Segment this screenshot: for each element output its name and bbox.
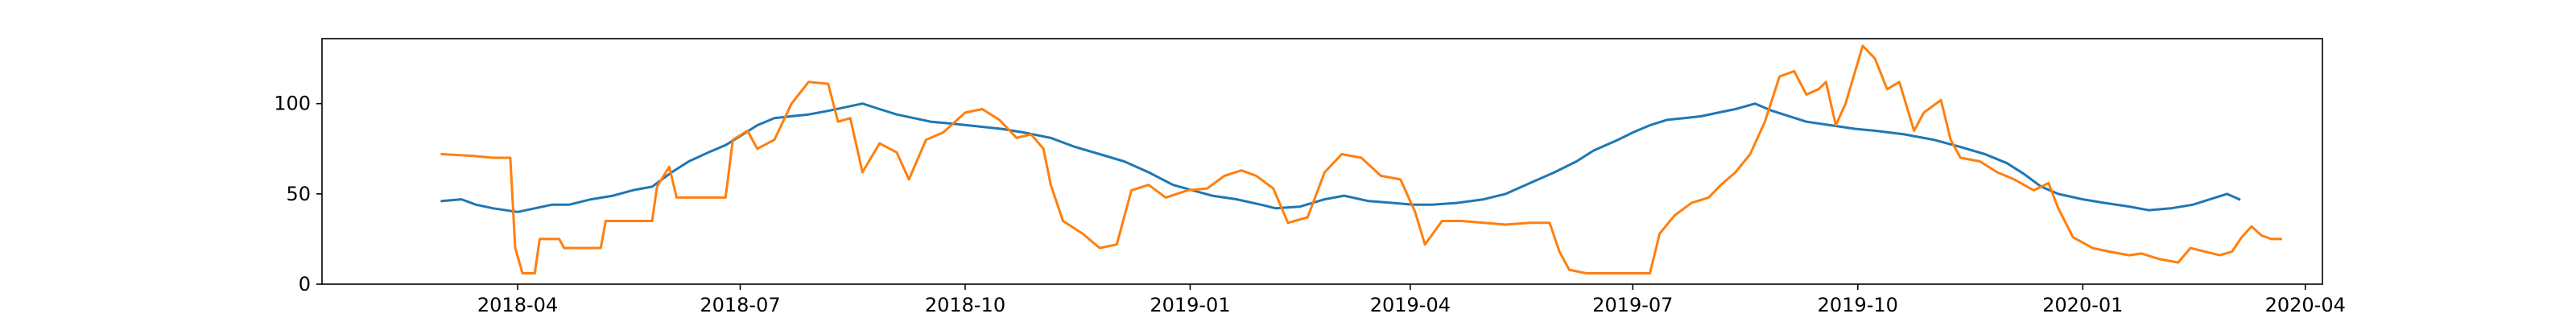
x-tick-label: 2018-04 bbox=[477, 294, 558, 316]
x-tick-label: 2020-01 bbox=[2042, 294, 2123, 316]
y-tick-label: 100 bbox=[274, 93, 311, 115]
y-tick-label: 0 bbox=[299, 273, 311, 295]
series-layer bbox=[440, 44, 2282, 275]
y-axis: 0 50 100 bbox=[274, 93, 322, 295]
x-tick-label: 2020-04 bbox=[2265, 294, 2346, 316]
x-axis: 2018-04 2018-07 2018-10 2019-01 2019-04 2019-… bbox=[477, 284, 2346, 316]
series-line-2 bbox=[440, 44, 2282, 275]
x-tick-label: 2019-07 bbox=[1592, 294, 1673, 316]
y-tick-label: 50 bbox=[286, 183, 311, 205]
x-tick-label: 2018-10 bbox=[925, 294, 1005, 316]
x-tick-label: 2018-07 bbox=[700, 294, 780, 316]
x-tick-label: 2019-04 bbox=[1370, 294, 1451, 316]
plot-frame bbox=[321, 38, 2323, 285]
x-tick-label: 2019-01 bbox=[1150, 294, 1230, 316]
x-tick-label: 2019-10 bbox=[1818, 294, 1898, 316]
